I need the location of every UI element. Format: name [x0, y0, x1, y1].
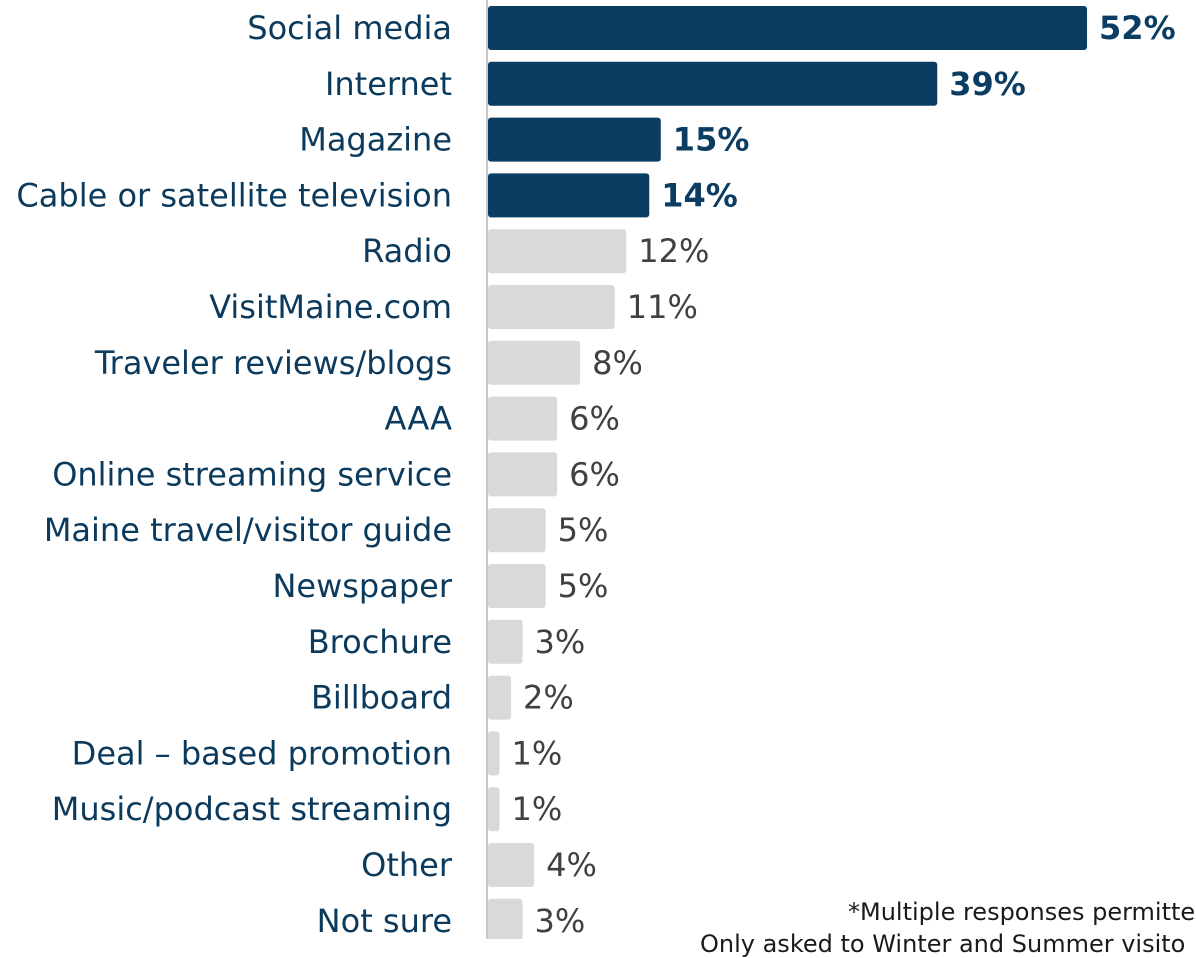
value-label: 3%	[535, 902, 586, 939]
category-label: Other	[361, 846, 453, 884]
bar-8	[488, 396, 558, 441]
category-label: Deal – based promotion	[72, 734, 452, 772]
value-label: 15%	[673, 121, 750, 159]
bar-3	[488, 117, 661, 162]
category-label: Newspaper	[272, 567, 452, 605]
value-label: 11%	[627, 288, 698, 326]
value-label: 12%	[638, 232, 709, 270]
bar-10	[488, 508, 546, 553]
value-label: 39%	[949, 65, 1026, 103]
bar-16	[488, 843, 535, 887]
value-label: 14%	[661, 176, 738, 214]
value-labels-group: 52% 39% 15% 14% 12% 11% 8% 6% 6% 5% 5% 3% 2% 1% 1% 4% 3%	[512, 9, 1176, 939]
category-label: VisitMaine.com	[209, 288, 452, 326]
value-label: 6%	[569, 400, 620, 438]
bar-2	[488, 61, 938, 106]
value-label: 52%	[1099, 9, 1176, 47]
category-label: Traveler reviews/blogs	[94, 344, 452, 382]
bars-group	[488, 6, 1088, 939]
bar-13	[488, 675, 512, 720]
bar-5	[488, 229, 627, 274]
bar-4	[488, 173, 650, 218]
category-label: Maine travel/visitor guide	[44, 511, 452, 549]
category-label: Online streaming service	[52, 455, 452, 493]
category-label: AAA	[385, 400, 453, 438]
value-label: 5%	[558, 567, 609, 605]
bar-15	[488, 787, 500, 832]
category-label: Brochure	[308, 623, 452, 661]
category-label: Magazine	[299, 121, 452, 159]
value-label: 1%	[512, 734, 563, 772]
value-label: 6%	[569, 455, 620, 493]
footnote-asked-to: Only asked to Winter and Summer visito	[700, 930, 1186, 958]
value-label: 5%	[558, 511, 609, 549]
category-label: Music/podcast streaming	[52, 790, 452, 828]
category-label: Radio	[362, 232, 452, 270]
bar-14	[488, 731, 500, 776]
value-label: 8%	[592, 344, 643, 382]
value-label: 4%	[546, 846, 597, 884]
bar-11	[488, 564, 546, 608]
bar-9	[488, 452, 558, 497]
value-label: 2%	[523, 679, 574, 717]
bar-7	[488, 340, 581, 385]
footnote-multiple-responses: *Multiple responses permitte	[848, 898, 1196, 926]
category-label: Billboard	[311, 679, 452, 717]
bar-1	[488, 6, 1088, 50]
category-labels-group: Social media Internet Magazine Cable or sat…	[16, 9, 452, 939]
category-label: Not sure	[317, 902, 452, 939]
bar-17	[488, 898, 523, 939]
bar-6	[488, 285, 615, 329]
value-label: 1%	[512, 790, 563, 828]
bar-12	[488, 619, 523, 664]
category-label: Cable or satellite television	[16, 176, 452, 214]
category-label: Social media	[247, 9, 452, 47]
value-label: 3%	[535, 623, 586, 661]
category-label: Internet	[325, 65, 452, 103]
